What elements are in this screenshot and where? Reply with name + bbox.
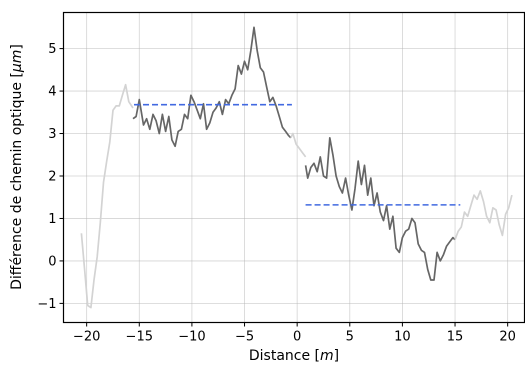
series-line-outer	[290, 132, 307, 158]
y-tick-label: 0	[48, 254, 56, 269]
y-tick-label: 5	[48, 42, 56, 57]
series-line-outer	[80, 83, 134, 309]
series-line-inner	[304, 136, 456, 281]
x-tick-label: 10	[394, 330, 411, 345]
x-axis-label: Distance [m]	[249, 348, 339, 364]
x-tick-label: −15	[126, 330, 153, 345]
y-tick-label: 4	[48, 85, 56, 100]
series-line-outer	[454, 190, 513, 240]
y-tick-label: −1	[37, 297, 56, 312]
x-tick-label: −10	[178, 330, 205, 345]
plot-data	[80, 26, 513, 309]
y-tick-label: 2	[48, 169, 56, 184]
series-line-inner	[132, 26, 292, 148]
y-tick-label: 3	[48, 127, 56, 142]
x-tick-label: −20	[73, 330, 100, 345]
x-tick-label: 20	[499, 330, 516, 345]
y-axis-label: Différence de chemin optique [μm]	[9, 44, 25, 290]
x-tick-label: 5	[346, 330, 354, 345]
x-tick-label: 0	[293, 330, 301, 345]
x-tick-label: 15	[447, 330, 464, 345]
grid-lines	[63, 12, 525, 323]
x-tick-label: −5	[235, 330, 254, 345]
y-tick-label: 1	[48, 212, 56, 227]
